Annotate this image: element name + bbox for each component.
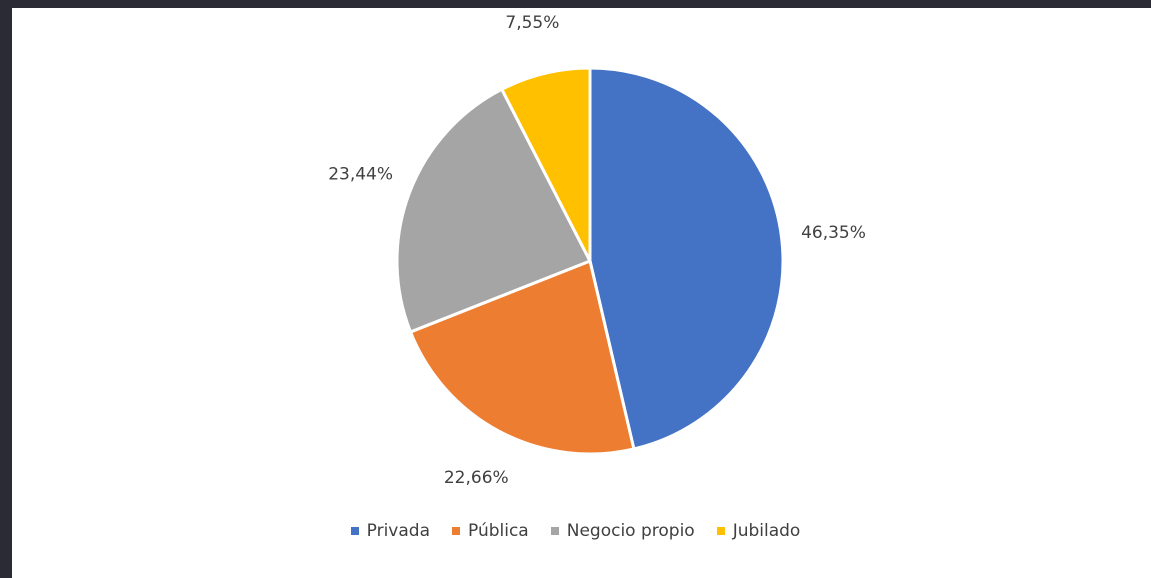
data-label: 22,66% [444,468,509,488]
data-label: 46,35% [801,223,866,243]
pie-slice [395,87,592,334]
legend-label: Pública [468,521,529,541]
legend: Privada Pública Negocio propio Jubilado [0,521,1151,541]
legend-item: Negocio propio [550,521,695,541]
legend-swatch [716,527,725,535]
legend-item: Jubilado [716,521,801,541]
legend-label: Negocio propio [566,521,695,541]
data-label: 23,44% [328,165,393,185]
legend-swatch [350,527,359,535]
legend-label: Jubilado [732,521,801,541]
data-label: 7,55% [505,13,559,33]
legend-swatch [452,527,460,535]
legend-label: Privada [366,521,430,541]
pie-slice [500,66,592,263]
legend-swatch [550,527,559,535]
legend-item: Privada [350,521,430,541]
pie-slice [409,259,636,456]
pie-slice [588,66,785,451]
legend-item: Pública [452,521,529,541]
